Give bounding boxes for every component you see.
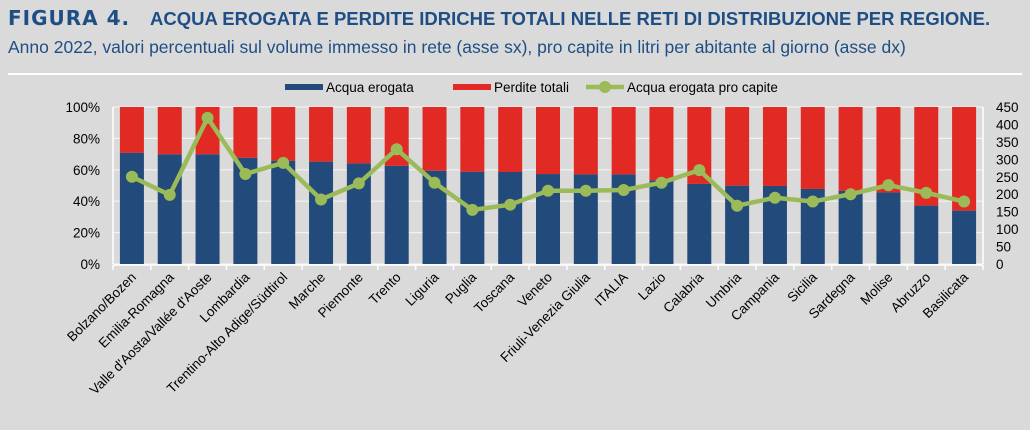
legend-label: Acqua erogata pro capite	[627, 80, 778, 95]
legend-swatch	[285, 84, 323, 90]
line-point	[352, 177, 365, 190]
bar-perdite-totali	[952, 107, 977, 211]
line-point	[466, 203, 479, 216]
bar-perdite-totali	[838, 107, 863, 191]
x-tick-label: Toscana	[471, 269, 518, 316]
x-tick-label: Liguria	[402, 269, 442, 309]
bar-acqua-erogata	[838, 190, 863, 264]
legend-label: Perdite totali	[494, 80, 569, 95]
y-left-tick-label: 100%	[65, 100, 100, 115]
bar-acqua-erogata	[384, 165, 409, 264]
bar-acqua-erogata	[195, 154, 220, 264]
line-point	[542, 184, 554, 197]
bar-perdite-totali	[649, 107, 674, 181]
line-point	[768, 191, 781, 204]
figure-label: FIGURA 4.	[8, 6, 131, 30]
line-point	[958, 195, 971, 208]
line-point	[428, 176, 441, 189]
bar-perdite-totali	[573, 107, 598, 175]
bar-acqua-erogata	[119, 152, 144, 264]
bar-perdite-totali	[725, 107, 750, 186]
bar-perdite-totali	[800, 107, 825, 189]
line-point	[844, 188, 857, 201]
x-tick-label: Calabria	[660, 269, 707, 316]
bar-acqua-erogata	[876, 192, 901, 264]
y-right-tick-label: 100	[996, 222, 1019, 237]
bar-acqua-erogata	[309, 161, 334, 264]
x-tick-label: Trento	[366, 270, 404, 308]
bar-perdite-totali	[346, 107, 371, 164]
y-right-tick-label: 300	[996, 152, 1019, 167]
y-right-tick-label: 400	[996, 117, 1019, 132]
bar-acqua-erogata	[157, 154, 182, 264]
legend-marker	[599, 81, 611, 93]
line-point	[655, 176, 668, 189]
bar-acqua-erogata	[498, 171, 523, 264]
bar-perdite-totali	[762, 107, 787, 186]
chart-title: ACQUA EROGATA E PERDITE IDRICHE TOTALI N…	[150, 8, 991, 29]
y-left-tick-label: 20%	[73, 226, 100, 241]
line-point	[125, 170, 138, 183]
line-point	[277, 156, 290, 169]
bar-perdite-totali	[876, 107, 901, 193]
bar-acqua-erogata	[952, 210, 977, 264]
bar-perdite-totali	[611, 107, 636, 175]
x-tick-label: Sicilia	[784, 269, 820, 305]
y-right-tick-label: 250	[996, 170, 1019, 185]
line-point	[693, 164, 706, 177]
bar-perdite-totali	[119, 107, 144, 153]
bar-perdite-totali	[460, 107, 485, 172]
divider	[8, 73, 1022, 75]
line-point	[239, 167, 252, 180]
y-left-tick-label: 0%	[80, 257, 100, 272]
bar-acqua-erogata	[687, 183, 712, 264]
bar-acqua-erogata	[460, 171, 485, 264]
legend-swatch	[453, 84, 491, 90]
bar-perdite-totali	[422, 107, 447, 171]
legend-label: Acqua erogata	[326, 80, 414, 95]
chart-subtitle: Anno 2022, valori percentuali sul volume…	[8, 37, 906, 57]
y-right-tick-label: 0	[996, 257, 1004, 272]
line-point	[617, 184, 630, 197]
y-right-tick-label: 150	[996, 205, 1019, 220]
bar-perdite-totali	[309, 107, 334, 162]
bar-acqua-erogata	[271, 160, 296, 264]
y-left-tick-label: 60%	[73, 163, 100, 178]
line-point	[201, 111, 214, 124]
y-right-tick-label: 50	[996, 240, 1011, 255]
line-point	[390, 143, 403, 156]
x-tick-label: ITALIA	[592, 270, 631, 309]
x-tick-label: Lazio	[635, 270, 668, 303]
bar-perdite-totali	[536, 107, 560, 175]
bar-acqua-erogata	[649, 180, 674, 264]
bar-perdite-totali	[498, 107, 523, 172]
y-right-tick-label: 350	[996, 135, 1019, 150]
line-point	[920, 186, 933, 199]
bar-perdite-totali	[233, 107, 258, 158]
bar-perdite-totali	[157, 107, 182, 155]
bar-acqua-erogata	[233, 157, 258, 264]
y-right-tick-label: 200	[996, 187, 1019, 202]
line-point	[579, 184, 592, 197]
bar-acqua-erogata	[914, 205, 939, 264]
line-point	[882, 179, 895, 192]
line-point	[806, 195, 819, 208]
line-point	[163, 188, 176, 201]
y-left-tick-label: 40%	[73, 194, 100, 209]
line-point	[315, 193, 328, 206]
bar-perdite-totali	[271, 107, 296, 161]
line-point	[504, 198, 517, 211]
line-point	[731, 199, 744, 212]
y-right-tick-label: 450	[996, 100, 1019, 115]
y-left-tick-label: 80%	[73, 131, 100, 146]
